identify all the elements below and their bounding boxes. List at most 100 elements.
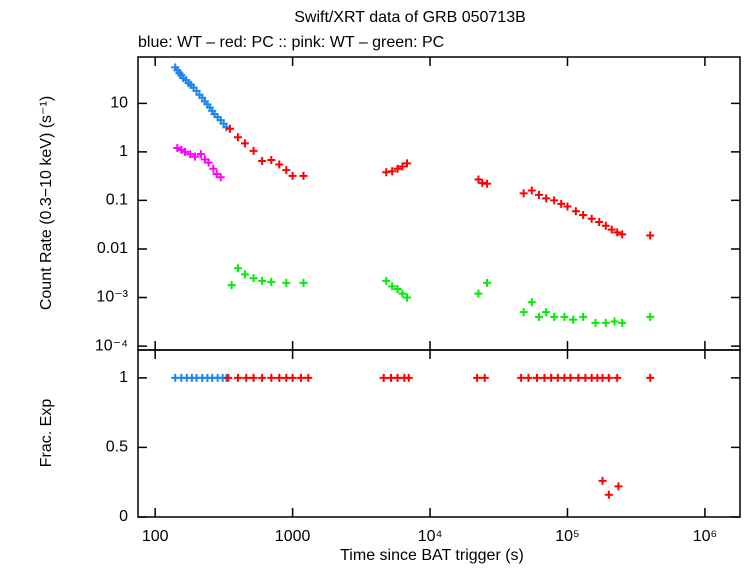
x-tick-label: 10⁴ bbox=[418, 528, 443, 545]
data-point bbox=[288, 171, 297, 180]
data-point bbox=[598, 476, 607, 485]
data-point bbox=[571, 207, 580, 216]
data-point bbox=[614, 482, 623, 491]
data-point bbox=[601, 318, 610, 327]
data-point bbox=[249, 373, 258, 382]
data-point bbox=[473, 373, 482, 382]
data-point bbox=[288, 373, 297, 382]
data-point bbox=[299, 171, 308, 180]
data-point bbox=[483, 179, 492, 188]
data-point bbox=[299, 278, 308, 287]
data-point bbox=[613, 228, 622, 237]
data-point bbox=[566, 373, 575, 382]
data-point bbox=[240, 270, 249, 279]
data-point bbox=[393, 284, 402, 293]
data-point bbox=[534, 190, 543, 199]
data-point bbox=[542, 194, 551, 203]
data-point bbox=[382, 168, 391, 177]
data-point bbox=[613, 373, 622, 382]
y-tick-label: 0 bbox=[119, 508, 128, 525]
data-point bbox=[216, 173, 225, 182]
data-point bbox=[563, 202, 572, 211]
y-tick-label: 1 bbox=[119, 369, 128, 386]
data-point bbox=[196, 150, 205, 159]
data-point bbox=[601, 221, 610, 230]
y-tick-label: 0.01 bbox=[97, 240, 128, 257]
data-point bbox=[225, 124, 234, 133]
chart-title: Swift/XRT data of GRB 050713B bbox=[294, 9, 526, 26]
data-point bbox=[282, 278, 291, 287]
data-point bbox=[212, 170, 221, 179]
chart-subtitle: blue: WT – red: PC :: pink: WT – green: … bbox=[138, 34, 444, 51]
y-axis-label: Frac. Exp bbox=[38, 399, 55, 468]
data-point bbox=[204, 158, 213, 167]
data-point bbox=[249, 274, 258, 283]
data-point bbox=[607, 225, 616, 234]
data-point bbox=[233, 373, 242, 382]
data-point bbox=[646, 312, 655, 321]
data-point bbox=[517, 373, 526, 382]
data-point bbox=[403, 293, 412, 302]
data-point bbox=[304, 373, 313, 382]
data-point bbox=[240, 139, 249, 148]
data-point bbox=[393, 373, 402, 382]
data-point bbox=[527, 298, 536, 307]
data-point bbox=[569, 315, 578, 324]
data-point bbox=[618, 318, 627, 327]
data-point bbox=[379, 373, 388, 382]
data-point bbox=[574, 373, 583, 382]
data-point bbox=[524, 373, 533, 382]
data-point bbox=[646, 231, 655, 240]
data-point bbox=[233, 264, 242, 273]
data-point bbox=[233, 133, 242, 142]
data-point bbox=[382, 276, 391, 285]
data-point bbox=[388, 282, 397, 291]
data-point bbox=[550, 312, 559, 321]
data-point bbox=[557, 199, 566, 208]
y-tick-label: 0.1 bbox=[106, 192, 128, 209]
data-point bbox=[595, 217, 604, 226]
data-point bbox=[604, 373, 613, 382]
data-point bbox=[275, 373, 284, 382]
data-point bbox=[547, 373, 556, 382]
data-point bbox=[267, 277, 276, 286]
plot-frame bbox=[137, 349, 741, 518]
y-tick-label: 10⁻⁴ bbox=[95, 337, 128, 354]
data-point bbox=[646, 373, 655, 382]
data-point bbox=[550, 196, 559, 205]
y-tick-label: 1 bbox=[119, 143, 128, 160]
data-point bbox=[398, 289, 407, 298]
data-point bbox=[258, 373, 267, 382]
data-point bbox=[604, 490, 613, 499]
data-point bbox=[587, 214, 596, 223]
x-tick-label: 1000 bbox=[275, 528, 311, 545]
data-point bbox=[404, 373, 413, 382]
data-point bbox=[242, 373, 251, 382]
data-point bbox=[610, 317, 619, 326]
data-point bbox=[258, 276, 267, 285]
data-point bbox=[258, 156, 267, 165]
y-tick-label: 10⁻³ bbox=[96, 289, 128, 306]
data-point bbox=[282, 166, 291, 175]
data-point bbox=[209, 164, 218, 173]
data-point bbox=[519, 308, 528, 317]
data-point bbox=[393, 164, 402, 173]
data-point bbox=[618, 230, 627, 239]
data-point bbox=[560, 312, 569, 321]
y-tick-label: 10 bbox=[110, 95, 128, 112]
x-tick-label: 100 bbox=[142, 528, 169, 545]
data-point bbox=[579, 211, 588, 220]
data-point bbox=[532, 373, 541, 382]
data-point bbox=[579, 312, 588, 321]
x-axis-label: Time since BAT trigger (s) bbox=[340, 547, 524, 564]
plot-frame bbox=[137, 56, 741, 351]
data-point bbox=[388, 167, 397, 176]
data-point bbox=[227, 281, 236, 290]
data-point bbox=[542, 308, 551, 317]
data-point bbox=[275, 160, 284, 169]
data-point bbox=[519, 189, 528, 198]
data-point bbox=[403, 159, 412, 168]
data-point bbox=[527, 186, 536, 195]
data-point bbox=[296, 373, 305, 382]
